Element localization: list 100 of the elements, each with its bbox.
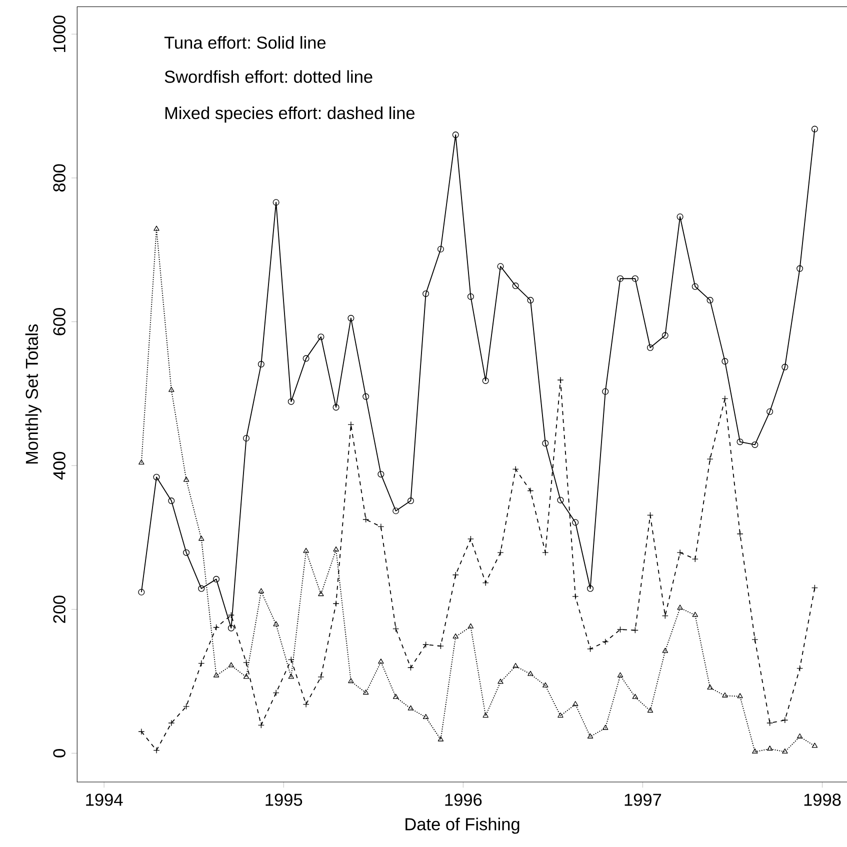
y-tick-label: 600: [53, 308, 66, 336]
point: [617, 672, 624, 678]
point: [168, 386, 174, 392]
point: [332, 404, 340, 411]
point: [392, 694, 399, 699]
point: [243, 434, 250, 442]
point: [497, 263, 504, 270]
point: [602, 724, 608, 730]
point: [378, 470, 384, 478]
point: [722, 358, 728, 365]
point: [617, 626, 624, 633]
y-tick-label: 200: [53, 596, 66, 623]
point: [273, 621, 279, 626]
point: [572, 701, 578, 706]
point: [677, 604, 683, 610]
point: [422, 714, 429, 720]
point: [228, 624, 234, 632]
point: [512, 662, 518, 668]
point: [542, 440, 549, 447]
point: [437, 246, 444, 252]
x-tick-label: 1997: [624, 794, 662, 806]
point: [168, 498, 175, 504]
point: [782, 364, 788, 370]
point: [528, 670, 534, 676]
point: [782, 748, 788, 754]
point: [228, 662, 234, 668]
point: [722, 692, 728, 698]
point: [452, 132, 459, 138]
point: [183, 703, 190, 710]
point: [632, 626, 638, 634]
point: [662, 648, 668, 653]
point: [198, 585, 205, 592]
point: [198, 536, 204, 541]
point: [482, 712, 488, 718]
point: [318, 591, 324, 596]
x-tick-label: 1998: [804, 794, 841, 806]
y-axis-title: Monthly Set Totals: [25, 324, 42, 464]
point: [467, 536, 474, 542]
point: [796, 733, 803, 738]
point: [138, 459, 144, 464]
point: [811, 584, 818, 592]
point: [258, 588, 264, 594]
point: [647, 708, 654, 713]
point: [587, 646, 594, 652]
y-tick-label: 1000: [53, 16, 66, 52]
point: [213, 672, 220, 678]
point: [632, 275, 638, 282]
point: [498, 678, 504, 684]
point: [558, 712, 564, 718]
point: [646, 512, 654, 518]
point: [602, 388, 609, 395]
point: [527, 487, 534, 494]
point: [557, 496, 564, 504]
point: [542, 682, 548, 688]
point: [572, 519, 579, 526]
point: [348, 314, 354, 322]
annotation: Tuna effort: Solid line: [164, 36, 326, 49]
point: [737, 693, 743, 698]
point: [243, 674, 250, 679]
point: [407, 498, 414, 504]
point: [706, 296, 714, 304]
point: [692, 283, 698, 290]
point: [468, 623, 474, 628]
point: [288, 674, 294, 679]
point: [796, 265, 804, 272]
point: [452, 633, 458, 639]
point: [303, 548, 309, 553]
x-tick-label: 1996: [445, 794, 482, 806]
point: [811, 126, 818, 132]
point: [288, 398, 294, 405]
point: [617, 275, 624, 282]
point: [243, 659, 250, 666]
y-tick-label: 800: [53, 164, 66, 192]
annotation: Swordfish effort: dotted line: [164, 70, 372, 83]
point: [183, 549, 190, 556]
point: [736, 438, 744, 446]
point: [213, 576, 220, 582]
point: [378, 658, 384, 664]
point: [632, 694, 638, 699]
point: [272, 199, 280, 206]
point: [302, 355, 310, 362]
x-tick-label: 1995: [266, 794, 302, 806]
point: [437, 642, 444, 650]
point: [587, 585, 594, 592]
point: [422, 641, 430, 648]
x-axis-title: Date of Fishing: [406, 818, 520, 834]
point: [154, 226, 160, 231]
point: [587, 733, 594, 738]
point: [422, 290, 430, 297]
point: [213, 624, 220, 631]
point: [392, 508, 400, 514]
point: [527, 296, 534, 304]
point: [707, 684, 713, 690]
point: [407, 664, 414, 671]
point: [467, 293, 474, 300]
point: [602, 638, 609, 645]
y-tick-label: 0: [53, 749, 66, 758]
point: [348, 678, 354, 684]
point: [153, 474, 160, 480]
point: [676, 214, 684, 220]
